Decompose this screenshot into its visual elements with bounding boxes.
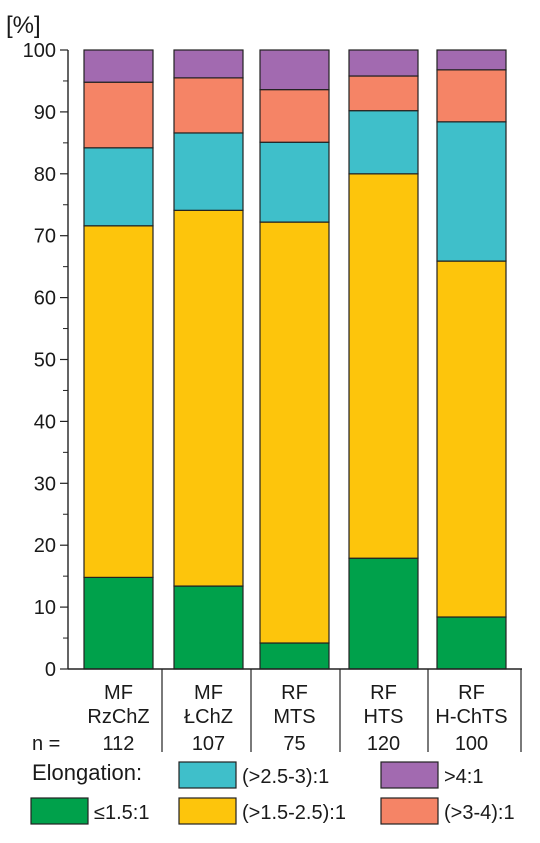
bar-segment <box>173 49 244 79</box>
legend-label: (>2.5-3):1 <box>242 766 329 788</box>
legend-swatch <box>178 797 237 825</box>
bar-segment <box>83 81 154 149</box>
x-label-n: 107 <box>192 733 225 755</box>
n-prefix-label: n = <box>32 733 60 755</box>
y-axis-label: [%] <box>6 12 41 39</box>
x-label-n: 75 <box>283 733 305 755</box>
y-axis-ticks: 0 10 20 30 40 50 60 70 80 90 100 <box>23 40 68 681</box>
y-tick-label: 100 <box>23 40 56 62</box>
bar-segment <box>83 576 154 670</box>
bar-segment <box>259 141 330 223</box>
legend-label: ≤1.5:1 <box>94 802 149 824</box>
y-tick-label: 20 <box>34 535 56 557</box>
bar-segment <box>436 69 507 123</box>
bar-segment <box>348 75 419 112</box>
bar-segment <box>173 585 244 670</box>
x-label-line2: HTS <box>364 706 404 728</box>
bar-segment <box>348 49 419 77</box>
axes <box>67 50 522 752</box>
x-label-n: 112 <box>103 733 135 755</box>
bar-segment <box>436 260 507 618</box>
y-tick-label: 80 <box>34 164 56 186</box>
x-label-line1: MF <box>104 682 133 704</box>
y-tick-label: 70 <box>34 226 56 248</box>
bar-segment <box>436 49 507 71</box>
x-label-n: 120 <box>367 733 400 755</box>
y-tick-label: 50 <box>34 350 56 372</box>
bar-segment <box>83 225 154 578</box>
bar-segment <box>348 110 419 175</box>
bar-segment <box>348 557 419 670</box>
y-tick-label: 40 <box>34 411 56 433</box>
bar-segment <box>259 49 330 91</box>
x-label-line1: MF <box>194 682 223 704</box>
legend-swatch <box>380 761 439 789</box>
x-label-line2: H-ChTS <box>435 706 507 728</box>
x-label-line2: MTS <box>273 706 315 728</box>
bar-segment <box>173 132 244 211</box>
legend-swatch <box>178 761 237 789</box>
legend-label: >4:1 <box>444 766 483 788</box>
x-label-line1: RF <box>281 682 308 704</box>
legend-label: (>1.5-2.5):1 <box>242 802 346 824</box>
y-tick-label: 0 <box>45 659 56 681</box>
bar-segment <box>83 147 154 227</box>
bar-segment <box>259 642 330 670</box>
legend-swatch <box>380 797 439 825</box>
bar-segment <box>348 173 419 559</box>
legend: Elongation: ≤1.5:1 (>1.5-2.5):1 (>2.5-3):1… <box>30 760 515 825</box>
bar-segment <box>173 209 244 587</box>
bar-segment <box>259 89 330 143</box>
y-tick-label: 60 <box>34 288 56 310</box>
x-label-line1: RF <box>370 682 397 704</box>
y-tick-label: 10 <box>34 597 56 619</box>
x-label-line2: RzChZ <box>87 706 149 728</box>
x-label-n: 100 <box>455 733 488 755</box>
x-label-line2: ŁChZ <box>184 706 233 728</box>
x-axis-labels: MFRzChZ112MFŁChZ107RFMTS75RFHTS120RFH-Ch… <box>32 682 508 755</box>
bar-segment <box>436 121 507 262</box>
y-tick-label: 30 <box>34 473 56 495</box>
legend-title: Elongation: <box>32 760 142 785</box>
bar-segment <box>436 616 507 670</box>
bar-segment <box>83 49 154 83</box>
bar-segment <box>173 77 244 134</box>
legend-swatch <box>30 797 89 825</box>
bars <box>83 49 507 670</box>
bar-segment <box>259 221 330 644</box>
y-tick-label: 90 <box>34 102 56 124</box>
legend-label: (>3-4):1 <box>444 802 515 824</box>
x-label-line1: RF <box>458 682 485 704</box>
